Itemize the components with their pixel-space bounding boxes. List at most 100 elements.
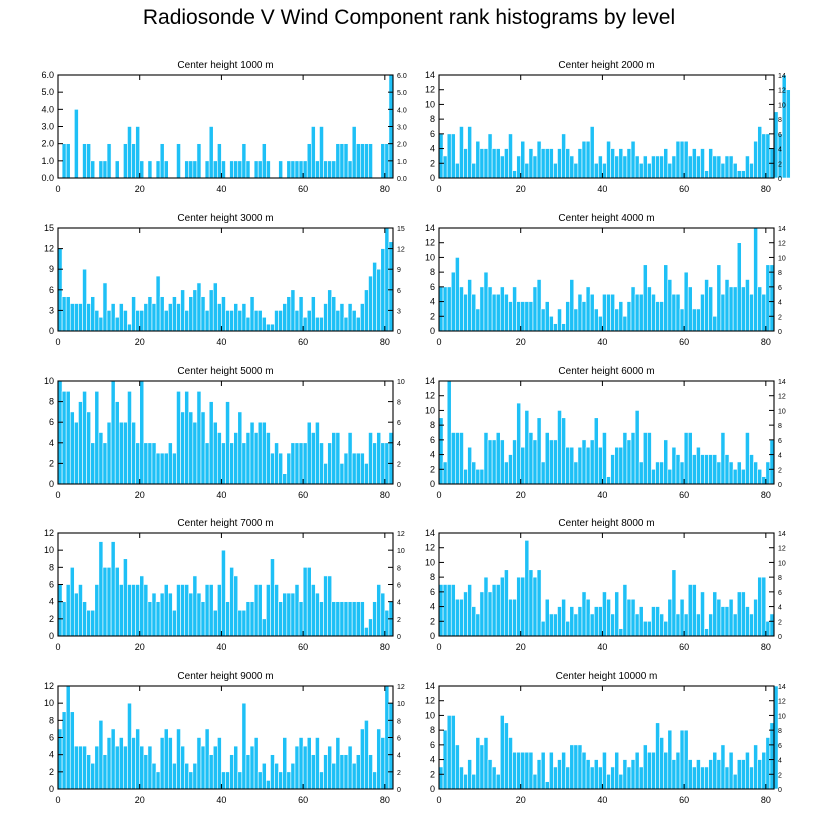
- histogram-bar: [544, 781, 550, 790]
- histogram-bar: [310, 754, 316, 790]
- histogram-bar: [323, 160, 328, 179]
- histogram-bar: [508, 737, 513, 790]
- histogram-bar: [728, 155, 734, 179]
- y-tick-label: 15: [44, 223, 54, 233]
- histogram-bar: [347, 601, 353, 637]
- histogram-bar: [524, 540, 530, 637]
- histogram-bar: [504, 722, 509, 790]
- histogram-bar: [675, 613, 681, 637]
- histogram-bar: [736, 461, 742, 485]
- histogram-bar: [569, 279, 575, 332]
- histogram-bar: [306, 310, 312, 332]
- panel-title: Center height 10000 m: [556, 671, 658, 682]
- histogram-bar: [565, 620, 571, 637]
- histogram-bar: [196, 737, 202, 790]
- histogram-bar: [278, 452, 283, 485]
- histogram-bar: [217, 143, 222, 179]
- histogram-bar: [455, 432, 460, 485]
- histogram-bar: [364, 463, 369, 485]
- histogram-bar: [78, 745, 83, 790]
- histogram-bar: [163, 452, 169, 485]
- histogram-bar: [528, 569, 534, 637]
- histogram-bar: [351, 310, 357, 332]
- x-tick-label: 60: [679, 642, 689, 652]
- histogram-bar: [200, 296, 206, 332]
- histogram-bar: [757, 759, 763, 790]
- histogram-bar: [638, 766, 644, 790]
- histogram-bar: [102, 754, 108, 790]
- histogram-bar: [765, 133, 771, 179]
- histogram-bar: [487, 759, 493, 790]
- y-tick-label: 6: [49, 733, 54, 743]
- y-tick-label-right: 6: [778, 132, 782, 139]
- histogram-bar: [302, 567, 308, 637]
- histogram-bar: [261, 618, 267, 637]
- x-tick-label: 20: [135, 642, 145, 652]
- histogram-bar: [700, 148, 705, 179]
- histogram-bar: [290, 762, 296, 790]
- y-tick-label-right: 0: [778, 329, 782, 336]
- histogram-bar: [614, 155, 620, 179]
- x-tick-label: 80: [380, 795, 390, 805]
- histogram-bar: [188, 771, 194, 790]
- y-tick-label-right: 12: [778, 394, 786, 401]
- histogram-bar: [131, 421, 136, 485]
- histogram-bar: [532, 773, 538, 790]
- y-tick-label: 8: [49, 715, 54, 725]
- y-tick-label: 2.0: [41, 139, 54, 149]
- histogram-bar: [565, 766, 571, 790]
- histogram-bar: [131, 737, 136, 790]
- histogram-bar: [671, 446, 677, 485]
- y-tick-label-right: 4.0: [397, 107, 407, 114]
- histogram-bar: [626, 148, 632, 179]
- histogram-bar: [376, 584, 382, 637]
- histogram-bar: [294, 160, 300, 179]
- histogram-bar: [74, 303, 79, 332]
- histogram-bar: [499, 155, 505, 179]
- y-tick-label-right: 12: [778, 241, 786, 248]
- histogram-bar: [282, 473, 288, 485]
- histogram-bar: [135, 442, 141, 485]
- histogram-bar: [442, 461, 448, 485]
- histogram-bar: [745, 279, 750, 332]
- histogram-bar: [712, 315, 718, 332]
- histogram-bar: [245, 160, 251, 179]
- histogram-bar: [728, 598, 734, 637]
- histogram-bar: [257, 584, 263, 637]
- histogram-bar: [184, 160, 190, 179]
- histogram-bar: [229, 567, 234, 637]
- histogram-bar: [343, 143, 349, 179]
- histogram-bar: [270, 323, 275, 332]
- histogram-bar: [549, 315, 554, 332]
- histogram-bar: [102, 442, 108, 485]
- histogram-bar: [82, 601, 87, 637]
- histogram-bar: [561, 323, 566, 332]
- histogram-bar: [351, 126, 357, 179]
- y-tick-label-right: 12: [778, 699, 786, 706]
- histogram-bar: [479, 744, 485, 790]
- y-tick-label: 4: [430, 297, 435, 307]
- histogram-bar: [143, 754, 149, 790]
- histogram-bar: [647, 432, 652, 485]
- y-tick-label-right: 4: [778, 300, 782, 307]
- histogram-bar: [499, 576, 505, 637]
- y-tick-label-right: 12: [397, 247, 405, 254]
- histogram-bar: [622, 432, 628, 485]
- histogram-bar: [266, 584, 271, 637]
- histogram-bar: [368, 275, 373, 332]
- histogram-bar: [221, 442, 226, 485]
- histogram-bar: [626, 439, 632, 485]
- histogram-bar: [380, 592, 386, 637]
- histogram-bar: [151, 442, 157, 485]
- histogram-bar: [741, 170, 746, 179]
- histogram-bar: [90, 762, 96, 790]
- histogram-bar: [302, 442, 308, 485]
- x-tick-label: 40: [216, 490, 226, 500]
- histogram-bar: [159, 737, 165, 790]
- histogram-bar: [720, 293, 726, 332]
- histogram-bar: [553, 613, 558, 637]
- histogram-bar: [319, 442, 324, 485]
- histogram-bar: [347, 432, 353, 485]
